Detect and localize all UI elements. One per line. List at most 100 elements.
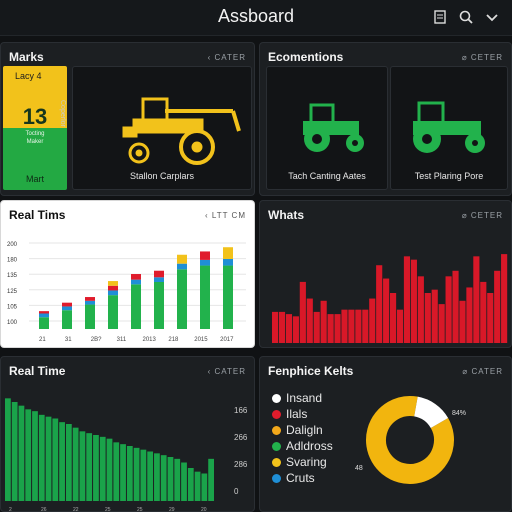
tractor-card-2[interactable]: Test Plaring Pore: [390, 66, 508, 190]
red-bar-chart: [272, 254, 508, 343]
donut-label-left: 48: [355, 465, 363, 472]
bar-segment: [177, 269, 187, 329]
x-tick-label: 2: [9, 507, 12, 512]
kpi-foot: Mart: [26, 174, 44, 184]
bar: [38, 414, 45, 501]
bar-segment: [131, 274, 141, 280]
whats-panel-header: Whats ⌀ CETER: [260, 201, 511, 229]
bar-segment: [200, 259, 210, 266]
bar: [313, 311, 320, 343]
bar: [147, 451, 154, 501]
donut-slice: [366, 396, 454, 484]
bar-segment: [85, 300, 95, 305]
donut-chart: [366, 396, 454, 484]
bar: [181, 462, 187, 501]
y-tick-label: 105: [7, 304, 18, 310]
bar: [86, 433, 93, 501]
bar: [278, 311, 286, 343]
bar: [396, 309, 404, 343]
bar: [410, 259, 417, 343]
panel-action-button[interactable]: ⌀ CETER: [461, 210, 503, 220]
y-tick-label: 266: [234, 433, 248, 442]
bar-segment: [62, 302, 72, 307]
tractor-card-1[interactable]: Tach Canting Aates: [266, 66, 388, 190]
bar: [383, 278, 390, 343]
panel-action-button[interactable]: ‹ LTT CM: [204, 210, 246, 220]
panel-title: Ecomentions: [268, 50, 344, 64]
bar: [431, 289, 438, 343]
app-title: Assboard: [217, 6, 295, 26]
bar: [390, 293, 397, 343]
legend-item[interactable]: Svaring: [272, 454, 333, 470]
x-tick-label: 311: [117, 337, 127, 343]
tractor-icon: [413, 101, 485, 153]
x-tick-label: 2013: [143, 337, 157, 343]
legend-item[interactable]: Insand: [272, 390, 333, 406]
legend-item[interactable]: Adldross: [272, 438, 333, 454]
legend-swatch: [272, 473, 281, 483]
bar: [272, 311, 279, 343]
legend-item[interactable]: Cruts: [272, 470, 333, 486]
kpi-tag: Lacy 4: [15, 71, 42, 81]
legend-label: Ilals: [286, 407, 308, 421]
chevron-down-icon[interactable]: [484, 9, 500, 25]
panel-action-button[interactable]: ⌀ CATER: [462, 366, 503, 376]
panel-action-button[interactable]: ‹ CATER: [207, 366, 246, 376]
bar: [473, 256, 480, 343]
bar: [285, 314, 293, 343]
bar: [167, 457, 174, 501]
tractor-icon: [122, 97, 241, 165]
search-icon[interactable]: [458, 9, 474, 25]
bar: [306, 298, 313, 343]
bar-segment: [62, 310, 72, 329]
bar-segment: [154, 277, 164, 282]
bar: [341, 309, 348, 343]
document-icon[interactable]: [432, 9, 448, 25]
panel-action-button[interactable]: ‹ CATER: [207, 52, 246, 62]
bar: [208, 458, 214, 501]
bar: [65, 424, 72, 501]
y-tick-label: 166: [234, 406, 248, 415]
bar-segment: [108, 285, 118, 291]
legend-item[interactable]: Ilals: [272, 406, 333, 422]
kpi-bottom: [3, 128, 67, 190]
bar: [417, 276, 424, 343]
panel-title: Real Time: [9, 364, 66, 378]
card-label: Tach Canting Aates: [288, 171, 366, 181]
bar-segment: [108, 281, 118, 286]
x-tick-label: 25: [105, 507, 111, 512]
bar-segment: [131, 279, 141, 285]
legend-swatch: [272, 425, 281, 435]
bar: [201, 473, 208, 501]
tractor-card[interactable]: Stallon Carplars: [72, 66, 252, 190]
bar-segment: [108, 295, 118, 329]
x-tick-label: 20: [201, 507, 207, 512]
vertical-label: Coperlor: [59, 100, 66, 127]
legend-label: Daligln: [286, 423, 323, 437]
bar: [369, 298, 376, 343]
donut-slice: [366, 396, 454, 484]
bar: [299, 281, 306, 343]
bar: [25, 409, 32, 501]
legend-item[interactable]: Daligln: [272, 422, 333, 438]
bar-segment: [85, 297, 95, 301]
legend-swatch: [272, 409, 281, 419]
bar: [376, 265, 383, 343]
x-tick-label: 22: [73, 507, 79, 512]
kpi-tile[interactable]: Lacy 4 13 Tocting Maker Mart: [3, 66, 67, 190]
panel-title: Marks: [9, 50, 44, 64]
legend-swatch: [272, 441, 281, 451]
y-tick-label: 0: [234, 487, 239, 496]
kpi-top: [3, 66, 67, 128]
donut-label-right: 84%: [452, 410, 467, 417]
y-tick-label: 286: [234, 460, 248, 469]
legend-swatch: [272, 457, 281, 467]
legend: Insand Ilals Daligln Adldross Svaring Cruts: [272, 390, 333, 486]
marks-panel-header: Marks ‹ CATER: [1, 43, 254, 71]
y-tick-label: 125: [7, 289, 18, 295]
bar: [194, 471, 201, 501]
panel-action-button[interactable]: ⌀ CETER: [461, 52, 503, 62]
bar-segment: [154, 282, 164, 329]
bar-segment: [177, 254, 187, 264]
x-tick-label: 2015: [194, 337, 208, 343]
